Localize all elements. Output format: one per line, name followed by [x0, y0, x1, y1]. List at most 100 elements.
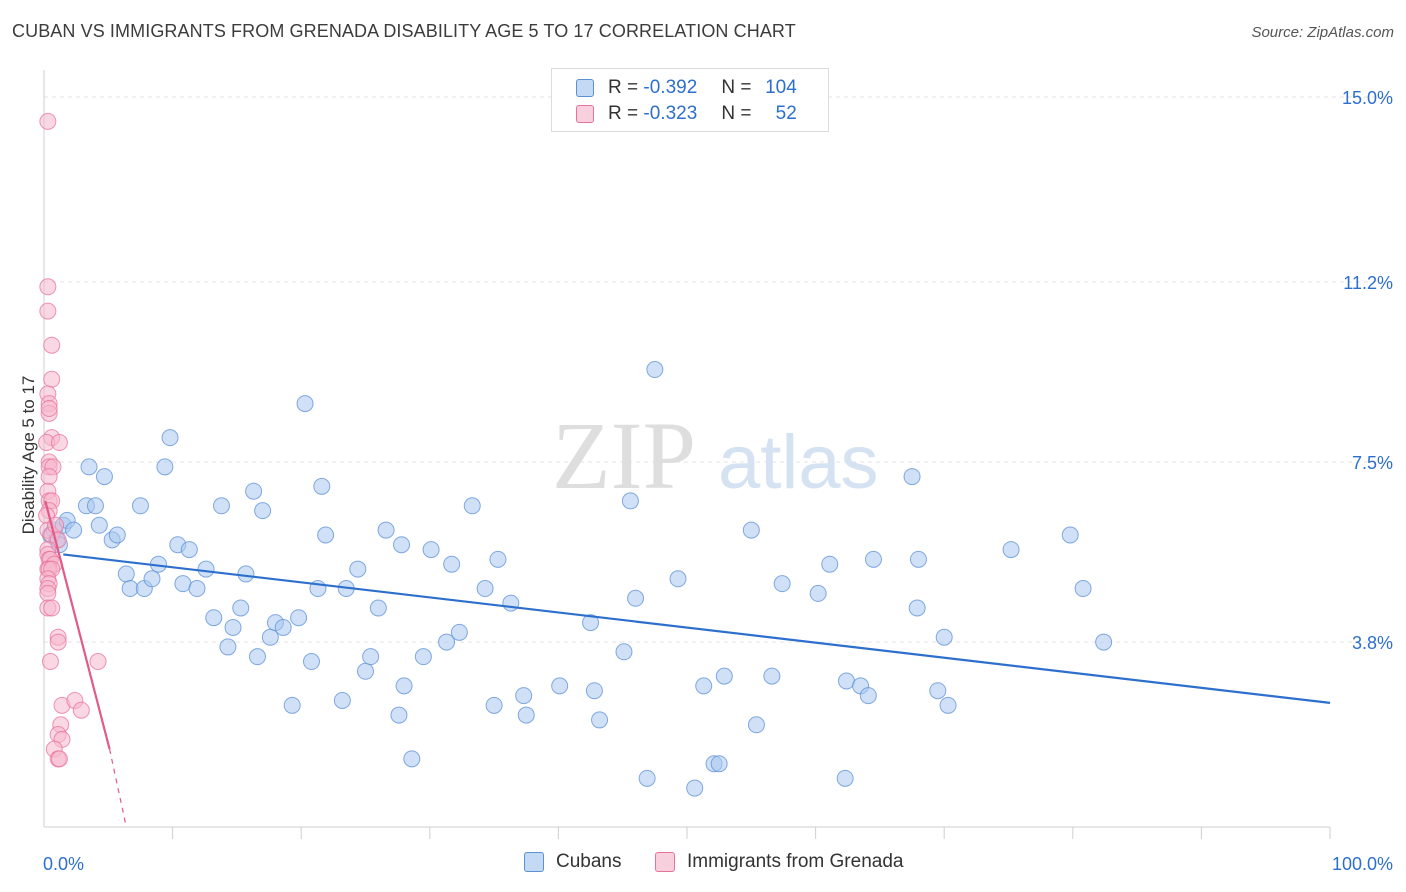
legend-r-value-grenada: -0.323	[643, 103, 698, 124]
cubans-point	[517, 706, 535, 724]
cubans-point	[582, 614, 600, 632]
cubans-point	[254, 502, 272, 520]
cubans-point	[143, 570, 161, 588]
cubans-point	[296, 395, 314, 413]
cubans-point	[156, 458, 174, 476]
cubans-point	[131, 497, 149, 515]
y-tick-label: 3.8%	[1352, 633, 1393, 653]
cubans-point	[715, 667, 733, 685]
cubans-point	[188, 580, 206, 598]
cubans-point	[864, 550, 882, 568]
grenada-point	[43, 599, 61, 617]
cubans-point	[747, 716, 765, 734]
grenada-trend-extension	[108, 749, 127, 828]
cubans-point	[390, 706, 408, 724]
watermark-atlas: atlas	[718, 420, 879, 505]
legend-r-label: R =	[608, 77, 639, 98]
cubans-point	[939, 696, 957, 714]
grenada-point	[43, 336, 61, 354]
cubans-point	[638, 769, 656, 787]
cubans-point	[224, 618, 242, 636]
cubans-point	[237, 565, 255, 583]
cubans-point	[908, 599, 926, 617]
cubans-point	[836, 769, 854, 787]
grenada-swatch-icon	[576, 105, 594, 123]
grenada-legend-swatch-icon	[655, 852, 675, 872]
grenada-point	[39, 302, 57, 320]
grenada-point	[89, 653, 107, 671]
cubans-point	[837, 672, 855, 690]
cubans-point	[357, 662, 374, 680]
chart-title: CUBAN VS IMMIGRANTS FROM GRENADA DISABIL…	[12, 21, 796, 41]
cubans-point	[909, 550, 927, 568]
cubans-point	[627, 589, 645, 607]
cubans-point	[349, 560, 367, 578]
cubans-point	[809, 584, 827, 602]
grenada-point	[43, 370, 61, 388]
y-tick-label: 15.0%	[1342, 88, 1393, 108]
y-tick-label: 7.5%	[1352, 453, 1393, 473]
y-axis-title: Disability Age 5 to 17	[19, 376, 38, 535]
cubans-point	[232, 599, 250, 617]
cubans-point	[1074, 580, 1092, 598]
gridlines	[44, 96, 1392, 643]
cubans-point	[90, 516, 108, 534]
series-legend-cubans[interactable]: Cubans	[524, 851, 622, 873]
cubans-point	[108, 526, 126, 544]
cubans-point	[450, 623, 468, 641]
cubans-point	[502, 594, 520, 612]
cubans-point	[197, 560, 215, 578]
cubans-point	[302, 653, 320, 671]
cubans-point	[245, 482, 263, 500]
trend-lines	[44, 500, 1331, 828]
legend-n-value-cubans: 104	[765, 77, 797, 98]
cubans-point	[174, 575, 192, 593]
cubans-point	[414, 648, 432, 666]
series-legend-grenada[interactable]: Immigrants from Grenada	[655, 851, 903, 873]
grenada-point	[50, 434, 68, 452]
cubans-point	[646, 361, 664, 379]
grenada-point	[39, 278, 57, 296]
cubans-point	[669, 570, 687, 588]
cubans-point	[710, 755, 728, 773]
cubans-point	[1002, 541, 1020, 559]
cubans-point	[422, 541, 440, 559]
series-legend-cubans-label: Cubans	[556, 851, 622, 872]
cubans-point	[763, 667, 781, 685]
source-credit: Source: ZipAtlas.com	[1251, 24, 1394, 41]
cubans-point	[821, 555, 839, 573]
x-tick-labels: 0.0% 100.0%	[43, 854, 1393, 874]
series-legend-grenada-label: Immigrants from Grenada	[687, 851, 904, 872]
y-tick-label: 11.2%	[1343, 273, 1393, 293]
grenada-point	[49, 633, 67, 651]
cubans-point	[903, 468, 921, 486]
cubans-point	[859, 687, 877, 705]
cubans-point	[773, 575, 791, 593]
cubans-point	[283, 696, 301, 714]
grenada-point	[40, 468, 58, 486]
cubans-point	[742, 521, 760, 539]
cubans-legend-swatch-icon	[524, 852, 544, 872]
legend-n-label: N =	[721, 103, 752, 124]
cubans-point	[443, 555, 461, 573]
cubans-point	[117, 565, 135, 583]
legend-n-value-grenada: 52	[775, 103, 797, 124]
cubans-point	[212, 497, 230, 515]
cubans-point	[205, 609, 223, 627]
cubans-point	[274, 618, 292, 636]
grenada-point	[39, 584, 57, 602]
cubans-point	[515, 687, 533, 705]
cubans-point	[395, 677, 413, 695]
cubans-point	[317, 526, 335, 544]
series-legend: Cubans Immigrants from Grenada	[0, 851, 1406, 877]
grenada-point	[39, 112, 57, 130]
cubans-point	[476, 580, 494, 598]
cubans-point	[585, 682, 603, 700]
cubans-point	[621, 492, 639, 510]
correlation-legend: R = -0.392 N = 104 R = -0.323 N = 52	[551, 68, 829, 132]
y-tick-labels: 3.8% 7.5% 11.2% 15.0%	[1342, 88, 1393, 653]
cubans-point	[86, 497, 104, 515]
grenada-trend-line	[44, 500, 111, 750]
cubans-swatch-icon	[576, 79, 594, 97]
